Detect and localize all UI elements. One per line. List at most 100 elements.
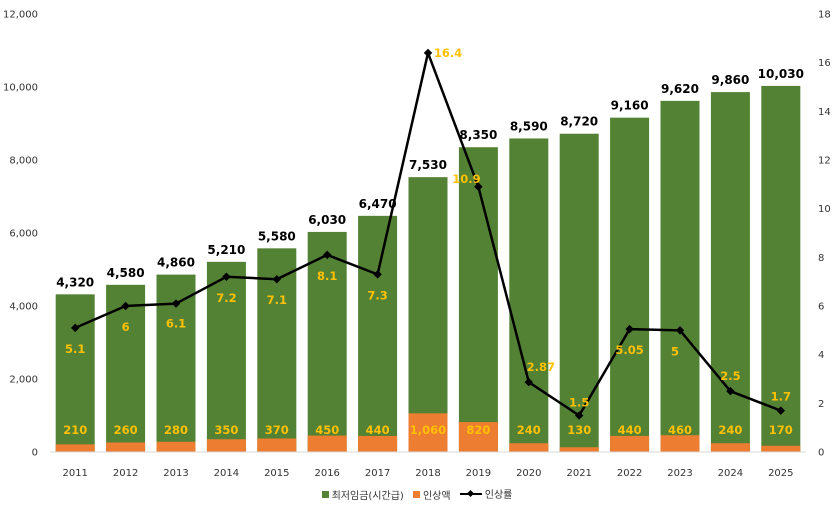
wage-data-label: 6,030 bbox=[308, 213, 346, 227]
increase-data-label: 280 bbox=[164, 423, 188, 437]
rate-data-label: 8.1 bbox=[317, 269, 337, 283]
legend-item-increase: 인상액 bbox=[412, 487, 451, 502]
increase-bar bbox=[509, 443, 549, 452]
x-tick-label: 2014 bbox=[214, 468, 239, 479]
wage-bar bbox=[761, 85, 801, 452]
rate-data-label: 7.2 bbox=[216, 291, 236, 305]
rate-point bbox=[474, 182, 483, 192]
rate-data-label: 7.1 bbox=[267, 293, 287, 307]
rate-point bbox=[373, 270, 382, 279]
y-left-tick-label: 4,000 bbox=[9, 302, 38, 313]
wage-data-label: 9,860 bbox=[711, 73, 749, 87]
wage-bar bbox=[358, 215, 398, 452]
rate-data-label: 5.05 bbox=[615, 343, 643, 357]
increase-bar bbox=[408, 413, 448, 452]
increase-data-label: 130 bbox=[567, 423, 591, 437]
wage-data-label: 10,030 bbox=[758, 67, 804, 81]
increase-data-label: 210 bbox=[63, 423, 87, 437]
rate-data-label: 1.5 bbox=[569, 396, 589, 410]
y-right-tick-label: 6 bbox=[818, 302, 824, 313]
x-tick-label: 2024 bbox=[718, 468, 743, 479]
legend-label-rate: 인상률 bbox=[484, 490, 513, 501]
legend-swatch-rate bbox=[459, 490, 482, 498]
increase-data-label: 240 bbox=[517, 423, 541, 437]
legend-label-wage: 최저임금(시간급) bbox=[331, 490, 404, 502]
y-left-tick-label: 0 bbox=[32, 448, 38, 459]
x-tick-label: 2021 bbox=[566, 468, 591, 479]
x-tick-label: 2025 bbox=[768, 468, 793, 479]
rate-point bbox=[272, 274, 282, 284]
wage-bar bbox=[408, 177, 448, 452]
increase-bar bbox=[257, 438, 297, 452]
y-left-tick-label: 2,000 bbox=[9, 375, 38, 386]
wage-bar bbox=[458, 147, 498, 452]
increase-data-label: 450 bbox=[315, 423, 339, 437]
wage-bar bbox=[206, 261, 246, 452]
increase-bar bbox=[660, 435, 700, 452]
x-tick-label: 2016 bbox=[314, 468, 339, 479]
rate-data-label: 16.4 bbox=[434, 46, 462, 60]
wage-bar bbox=[610, 117, 650, 452]
increase-bar bbox=[106, 442, 146, 452]
y-left-tick-label: 10,000 bbox=[3, 83, 38, 94]
increase-data-label: 260 bbox=[114, 423, 138, 437]
increase-data-label: 370 bbox=[265, 423, 289, 437]
rate-point bbox=[625, 324, 634, 334]
increase-data-label: 820 bbox=[466, 423, 490, 437]
increase-bar bbox=[559, 447, 599, 452]
rate-point bbox=[776, 406, 786, 415]
wage-bar bbox=[55, 294, 95, 452]
wage-bar bbox=[710, 92, 750, 453]
y-right-tick-label: 16 bbox=[818, 58, 831, 69]
increase-bar bbox=[710, 443, 750, 452]
y-right-tick-label: 14 bbox=[818, 107, 831, 118]
legend: 최저임금(시간급) 인상액 인상률 bbox=[0, 486, 834, 502]
wage-bar bbox=[559, 133, 599, 452]
wage-data-label: 4,320 bbox=[56, 275, 94, 289]
wage-data-label: 8,590 bbox=[510, 119, 548, 133]
rate-data-label: 5.1 bbox=[65, 342, 85, 356]
increase-bar bbox=[358, 435, 398, 452]
wage-data-label: 6,470 bbox=[359, 197, 397, 211]
increase-data-label: 460 bbox=[668, 423, 692, 437]
wage-data-label: 4,580 bbox=[107, 266, 145, 280]
increase-bar bbox=[206, 439, 246, 452]
increase-bar bbox=[156, 441, 196, 452]
rate-data-label: 6.1 bbox=[166, 317, 186, 331]
rate-point bbox=[524, 377, 534, 387]
increase-data-label: 1,060 bbox=[410, 423, 446, 437]
increase-bar bbox=[55, 444, 95, 452]
y-right-tick-label: 0 bbox=[818, 448, 824, 459]
increase-data-label: 440 bbox=[618, 423, 642, 437]
rate-data-label: 6 bbox=[122, 320, 130, 334]
rate-data-label: 7.3 bbox=[367, 288, 387, 302]
wage-data-label: 9,160 bbox=[611, 99, 649, 113]
rate-point bbox=[171, 299, 181, 308]
increase-data-label: 240 bbox=[718, 423, 742, 437]
x-tick-label: 2019 bbox=[466, 468, 491, 479]
wage-data-label: 5,580 bbox=[258, 229, 296, 243]
legend-item-rate: 인상률 bbox=[459, 486, 513, 501]
y-left-tick-label: 6,000 bbox=[9, 229, 38, 240]
y-right-tick-label: 12 bbox=[818, 156, 831, 167]
rate-data-label: 1.7 bbox=[771, 390, 791, 404]
rate-point bbox=[121, 301, 130, 311]
x-tick-label: 2022 bbox=[617, 468, 642, 479]
rate-point bbox=[70, 323, 80, 333]
x-tick-label: 2011 bbox=[62, 468, 87, 479]
increase-data-label: 350 bbox=[214, 423, 238, 437]
y-right-tick-label: 8 bbox=[818, 253, 824, 264]
wage-data-label: 9,620 bbox=[661, 82, 699, 96]
increase-data-label: 170 bbox=[769, 423, 793, 437]
wage-data-label: 5,210 bbox=[207, 243, 245, 257]
rate-data-label: 2.87 bbox=[527, 360, 555, 374]
x-tick-label: 2015 bbox=[264, 468, 289, 479]
wage-bar bbox=[307, 231, 347, 452]
wage-bar bbox=[509, 138, 549, 452]
rate-data-label: 2.5 bbox=[720, 369, 740, 383]
legend-swatch-wage bbox=[321, 490, 329, 498]
y-left-tick-label: 8,000 bbox=[9, 156, 38, 167]
legend-item-wage: 최저임금(시간급) bbox=[321, 487, 404, 502]
x-tick-label: 2018 bbox=[415, 468, 440, 479]
